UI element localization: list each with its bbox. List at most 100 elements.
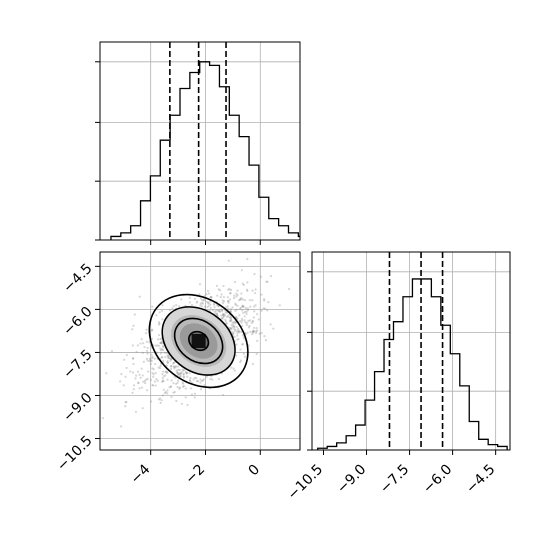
scatter-point	[267, 301, 270, 304]
scatter-point	[161, 380, 164, 384]
scatter-point	[157, 398, 161, 401]
contour-line	[148, 293, 249, 389]
scatter-point	[255, 330, 258, 333]
scatter-point	[139, 376, 142, 379]
scatter-point	[186, 403, 189, 407]
scatter-point	[233, 369, 236, 372]
scatter-point	[160, 342, 163, 345]
scatter-point	[175, 399, 178, 402]
scatter-point	[205, 375, 208, 378]
scatter-point	[131, 344, 134, 347]
scatter-point	[179, 372, 182, 375]
scatter-point	[149, 363, 153, 366]
scatter-point	[151, 384, 155, 387]
scatter-point	[233, 335, 236, 339]
scatter-point	[195, 380, 198, 383]
scatter-point	[167, 355, 170, 358]
scatter-point	[136, 344, 139, 347]
scatter-point	[154, 384, 157, 387]
scatter-point	[245, 312, 248, 315]
scatter-point	[169, 367, 173, 370]
scatter-point	[140, 367, 143, 370]
scatter-point	[159, 401, 162, 404]
scatter-point	[182, 384, 186, 388]
scatter-point	[146, 352, 149, 355]
scatter-point	[155, 351, 159, 354]
scatter-point	[195, 377, 198, 380]
scatter-point	[182, 382, 185, 385]
scatter-point	[169, 357, 172, 360]
scatter-point	[235, 343, 238, 346]
scatter-point	[150, 328, 154, 331]
scatter-point	[199, 302, 202, 305]
scatter-point	[206, 306, 209, 309]
scatter-point	[246, 258, 249, 261]
scatter-point	[161, 373, 164, 376]
scatter-point	[176, 373, 180, 376]
scatter-point	[229, 316, 232, 319]
scatter-point	[140, 337, 143, 341]
scatter-point	[201, 299, 204, 302]
scatter-point	[248, 319, 252, 322]
scatter-point	[250, 321, 253, 325]
scatter-point	[216, 313, 219, 317]
scatter-point	[148, 357, 152, 360]
scatter-point	[230, 366, 233, 369]
scatter-point	[226, 315, 230, 318]
scatter-point	[132, 324, 135, 327]
scatter-point	[146, 346, 149, 350]
scatter-point	[125, 400, 128, 404]
scatter-point	[154, 362, 157, 366]
scatter-point	[266, 280, 269, 283]
scatter-point	[262, 307, 265, 310]
scatter-point	[252, 330, 256, 333]
scatter-point	[234, 322, 237, 325]
density-peak	[191, 333, 206, 348]
scatter-point	[227, 301, 230, 304]
scatter-point	[188, 371, 191, 375]
scatter-point	[181, 385, 185, 388]
scatter-point	[255, 326, 258, 330]
scatter-point	[234, 316, 238, 319]
scatter-point	[158, 323, 161, 326]
scatter-point	[237, 329, 240, 332]
scatter-point	[230, 318, 233, 322]
scatter-point	[222, 296, 226, 299]
scatter-point	[243, 315, 246, 318]
scatter-point	[220, 293, 223, 296]
scatter-point	[229, 292, 232, 295]
scatter-point	[160, 341, 163, 344]
scatter-point	[278, 304, 281, 307]
scatter-point	[162, 370, 165, 373]
scatter-point	[189, 387, 193, 390]
scatter-point	[148, 341, 151, 344]
scatter-point	[251, 299, 254, 302]
scatter-point	[221, 317, 224, 320]
scatter-point	[224, 320, 227, 323]
scatter-point	[165, 351, 169, 355]
scatter-point	[200, 379, 204, 383]
scatter-point	[138, 387, 141, 390]
scatter-point	[154, 344, 157, 347]
scatter-point	[180, 402, 184, 405]
scatter-point	[125, 353, 128, 357]
scatter-point	[243, 355, 246, 358]
scatter-point	[158, 322, 161, 325]
scatter-point	[190, 381, 193, 384]
scatter-point	[162, 359, 165, 363]
scatter-point	[217, 377, 220, 381]
scatter-point	[157, 321, 161, 324]
scatter-point	[233, 330, 236, 333]
scatter-point	[144, 381, 147, 385]
scatter-point	[164, 374, 167, 377]
scatter-point	[134, 377, 137, 380]
scatter-point	[135, 374, 138, 377]
scatter-point	[236, 338, 239, 341]
scatter-point	[211, 309, 215, 312]
scatter-point	[241, 298, 245, 301]
scatter-point	[196, 379, 200, 383]
scatter-point	[244, 307, 248, 310]
scatter-point	[240, 297, 243, 300]
scatter-point	[246, 331, 249, 334]
scatter-point	[243, 299, 247, 302]
